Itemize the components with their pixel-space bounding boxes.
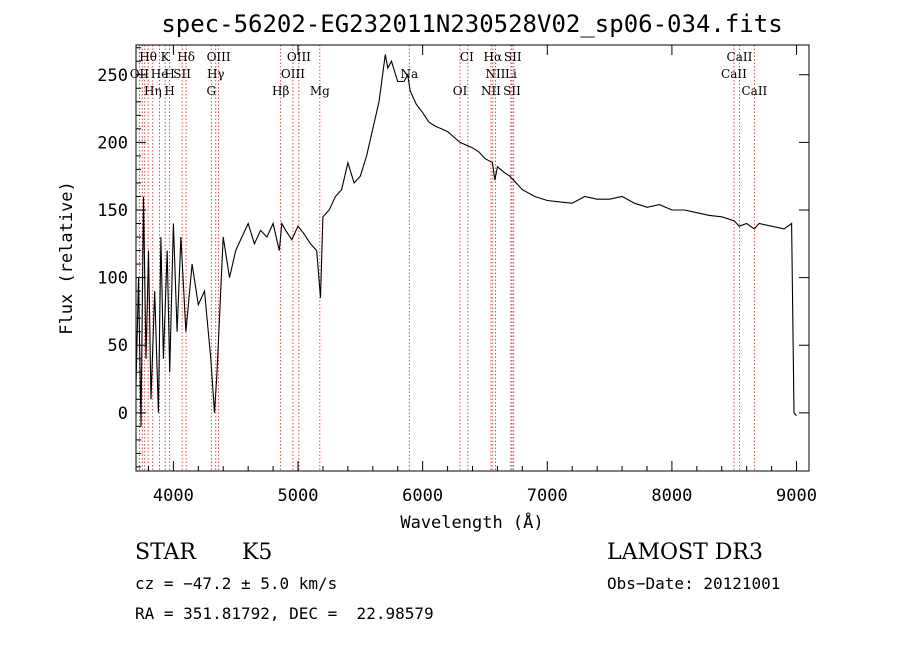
y-tick-label-1: 50 <box>108 336 128 356</box>
y-tick-label-0: 0 <box>118 404 128 424</box>
line-label-11: H <box>164 67 174 81</box>
line-label-13: Hγ <box>207 67 225 81</box>
x-axis-ticks: 4000 5000 6000 7000 8000 9000 <box>147 45 817 506</box>
line-label-12: SII <box>173 67 191 81</box>
line-label-4: OIII <box>287 50 311 64</box>
object-class: STAR <box>135 540 196 565</box>
chart-title: spec-56202-EG232011N230528V02_sp06-034.f… <box>161 10 782 38</box>
y-axis-ticks: 0 50 100 150 200 250 <box>97 47 809 468</box>
line-label-9: OII <box>130 67 150 81</box>
line-label-19: Hη <box>144 84 162 98</box>
redshift-info: cz = −47.2 ± 5.0 km/s <box>135 574 338 593</box>
y-tick-label-2: 100 <box>97 269 128 289</box>
line-label-8: CaII <box>727 50 753 64</box>
line-label-15: Na <box>400 67 418 81</box>
line-label-1: K <box>161 50 171 64</box>
y-tick-label-3: 150 <box>97 201 128 221</box>
x-axis-label: Wavelength (Å) <box>400 511 543 533</box>
y-tick-label-5: 250 <box>97 66 128 86</box>
line-label-26: SII <box>503 84 521 98</box>
y-axis-label: Flux (relative) <box>57 181 77 335</box>
x-tick-label-4: 8000 <box>651 486 692 506</box>
line-label-27: CaII <box>741 84 767 98</box>
x-tick-label-3: 7000 <box>527 486 568 506</box>
line-label-16: NII <box>485 67 505 81</box>
y-tick-label-4: 200 <box>97 133 128 153</box>
line-label-17: Li <box>505 67 517 81</box>
obs-date: Obs−Date: 20121001 <box>607 574 781 593</box>
line-label-10: He <box>151 67 169 81</box>
line-label-21: G <box>206 84 216 98</box>
x-tick-label-1: 5000 <box>278 486 319 506</box>
survey-name: LAMOST DR3 <box>607 540 763 565</box>
object-subclass: K5 <box>242 540 273 565</box>
line-label-6: Hα <box>484 50 503 64</box>
line-label-3: OIII <box>207 50 231 64</box>
line-label-2: Hδ <box>177 50 195 64</box>
line-label-23: Mg <box>310 84 330 98</box>
line-label-20: H <box>164 84 174 98</box>
line-label-5: CI <box>460 50 474 64</box>
x-tick-label-2: 6000 <box>402 486 443 506</box>
line-label-24: OI <box>453 84 468 98</box>
line-label-14: OIII <box>281 67 305 81</box>
line-label-18: CaII <box>721 67 747 81</box>
x-tick-label-5: 9000 <box>776 486 817 506</box>
line-label-0: Hθ <box>139 50 157 64</box>
line-label-22: Hβ <box>272 84 289 98</box>
plot-frame <box>135 44 810 472</box>
ra-dec: RA = 351.81792, DEC = 22.98579 <box>135 604 434 623</box>
x-tick-label-0: 4000 <box>153 486 194 506</box>
spectral-line-markers <box>138 45 755 471</box>
line-label-7: SII <box>504 50 522 64</box>
spectrum-line <box>135 54 797 427</box>
line-label-25: NII <box>481 84 501 98</box>
